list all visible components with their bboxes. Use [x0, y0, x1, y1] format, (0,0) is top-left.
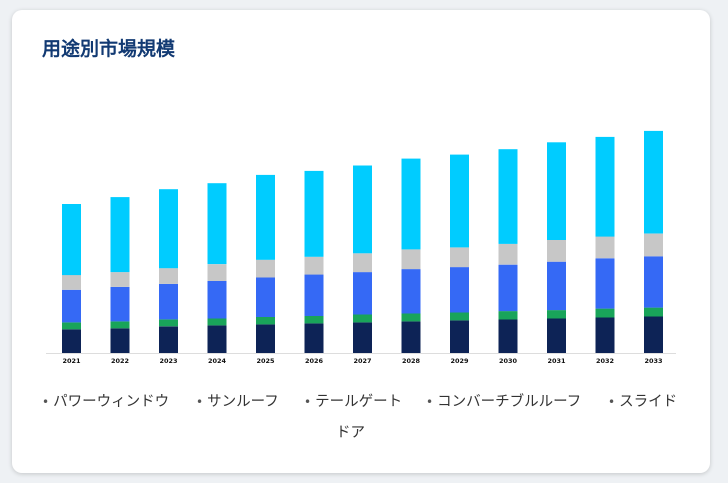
bar-segment[interactable]: [304, 316, 324, 324]
bar-segment[interactable]: [498, 264, 518, 312]
x-tick-label: 2033: [644, 357, 662, 365]
bar-segment[interactable]: [353, 253, 372, 273]
bar-segment[interactable]: [401, 269, 421, 314]
legend-bullet-icon: •: [42, 395, 50, 409]
bar-segment[interactable]: [450, 312, 469, 321]
bar-segment[interactable]: [110, 328, 130, 353]
bar-segment[interactable]: [450, 320, 469, 353]
x-tick-label: 2030: [499, 357, 518, 365]
bar-segment[interactable]: [401, 249, 421, 270]
bar-segment[interactable]: [62, 275, 81, 290]
bar-segment[interactable]: [450, 154, 469, 248]
bar-segment[interactable]: [256, 317, 275, 325]
bar-segment[interactable]: [304, 323, 324, 353]
x-tick-label: 2024: [208, 357, 227, 365]
bar-segment[interactable]: [353, 272, 372, 315]
x-tick-labels: 2021 2022 2023 2024 2025 2026 2027 2028 2029 2030…: [62, 357, 662, 365]
bar-segment[interactable]: [498, 243, 518, 265]
bar-segment[interactable]: [159, 283, 178, 320]
bar-segment[interactable]: [595, 258, 615, 309]
x-tick-label: 2032: [596, 357, 614, 365]
bar-segment[interactable]: [498, 149, 518, 244]
bar-segment[interactable]: [547, 240, 566, 262]
bar-segment[interactable]: [498, 311, 518, 320]
legend-label: コンバーチブルルーフ: [437, 394, 582, 410]
bar-segment[interactable]: [547, 310, 566, 319]
legend-label-wrap: ドア: [336, 425, 365, 441]
bar-segment[interactable]: [207, 318, 227, 326]
bar-segment[interactable]: [62, 289, 81, 323]
bar-segment[interactable]: [450, 247, 469, 268]
bar-segment[interactable]: [401, 313, 421, 322]
legend-label: パワーウィンドウ: [53, 394, 170, 410]
bar-segment[interactable]: [207, 281, 227, 319]
bar-segment[interactable]: [110, 197, 130, 273]
x-tick-label: 2022: [111, 357, 129, 365]
bar-segment[interactable]: [62, 204, 81, 276]
bar-segment[interactable]: [644, 307, 663, 317]
bar-segment[interactable]: [595, 236, 615, 259]
bar-segment[interactable]: [159, 319, 178, 327]
chart-title: 用途別市場規模: [42, 38, 176, 60]
bar-segment[interactable]: [498, 319, 518, 353]
bar-segment[interactable]: [595, 308, 615, 318]
bar-segment[interactable]: [256, 174, 275, 260]
legend-label: テールゲート: [315, 394, 403, 410]
x-tick-label: 2025: [256, 357, 275, 365]
legend-item-power-window[interactable]: • パワーウィンドウ: [42, 390, 169, 411]
x-tick-label: 2031: [547, 357, 566, 365]
legend-item-sliding-door[interactable]: • スライド: [608, 390, 677, 411]
bar-segment[interactable]: [401, 321, 421, 353]
bar-segment[interactable]: [401, 158, 421, 250]
bar-segment[interactable]: [110, 286, 130, 322]
bar-segment[interactable]: [353, 165, 372, 254]
x-tick-label: 2021: [62, 357, 81, 365]
bar-segment[interactable]: [547, 142, 566, 240]
legend-bullet-icon: •: [426, 395, 434, 409]
bars-group: [62, 130, 663, 354]
x-tick-label: 2029: [450, 357, 469, 365]
bar-segment[interactable]: [304, 256, 324, 275]
bar-segment[interactable]: [159, 268, 178, 284]
bar-segment[interactable]: [595, 317, 615, 354]
legend-bullet-icon: •: [304, 395, 312, 409]
bar-segment[interactable]: [62, 329, 81, 353]
bar-segment[interactable]: [256, 259, 275, 278]
legend-item-convertible-roof[interactable]: • コンバーチブルルーフ: [426, 390, 581, 411]
bar-segment[interactable]: [644, 233, 663, 257]
bar-segment[interactable]: [450, 267, 469, 313]
bar-segment[interactable]: [353, 322, 372, 353]
bar-segment[interactable]: [207, 325, 227, 353]
bar-segment[interactable]: [62, 322, 81, 330]
bar-segment[interactable]: [644, 130, 663, 234]
bar-segment[interactable]: [644, 316, 663, 354]
x-tick-label: 2027: [353, 357, 371, 365]
bar-segment[interactable]: [304, 170, 324, 257]
bar-segment[interactable]: [110, 272, 130, 287]
bar-segment[interactable]: [207, 264, 227, 281]
bar-segment[interactable]: [256, 277, 275, 318]
bar-segment[interactable]: [595, 136, 615, 237]
bar-segment[interactable]: [159, 189, 178, 269]
bar-segment[interactable]: [304, 274, 324, 317]
legend-label: スライド: [619, 394, 678, 410]
legend-item-sunroof[interactable]: • サンルーフ: [196, 390, 279, 411]
bar-segment[interactable]: [159, 326, 178, 353]
bar-segment[interactable]: [644, 256, 663, 308]
legend-bullet-icon: •: [608, 395, 616, 409]
legend-label: サンルーフ: [207, 394, 279, 410]
bar-segment[interactable]: [353, 314, 372, 323]
x-tick-label: 2023: [159, 357, 177, 365]
x-tick-label: 2026: [305, 357, 324, 365]
bar-segment[interactable]: [547, 318, 566, 354]
bar-segment[interactable]: [547, 261, 566, 311]
x-tick-label: 2028: [402, 357, 421, 365]
bar-segment[interactable]: [207, 183, 227, 265]
bar-segment[interactable]: [110, 321, 130, 329]
bar-segment[interactable]: [256, 324, 275, 353]
legend-item-tailgate[interactable]: • テールゲート: [304, 390, 402, 411]
legend-bullet-icon: •: [196, 395, 204, 409]
